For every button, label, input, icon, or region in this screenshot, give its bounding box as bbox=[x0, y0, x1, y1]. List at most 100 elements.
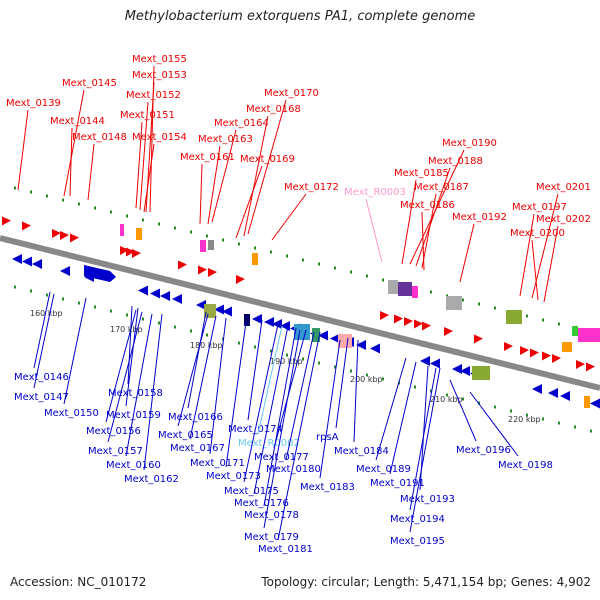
upper-leader-line bbox=[401, 179, 417, 265]
forward-gene-arrow bbox=[52, 229, 61, 238]
lower-leader-line bbox=[409, 367, 437, 511]
misc-feature-box bbox=[398, 282, 412, 296]
upper-leader-line bbox=[135, 121, 143, 209]
forward-gene-arrow bbox=[520, 346, 529, 355]
forward-gene-arrow bbox=[576, 360, 585, 369]
scale-dot-lower bbox=[174, 325, 176, 329]
scale-dot-lower bbox=[542, 417, 544, 421]
misc-feature-box bbox=[562, 342, 572, 352]
scale-dot-lower bbox=[110, 309, 112, 313]
upper-leader-line bbox=[243, 115, 269, 237]
upper-leader-line bbox=[235, 165, 263, 239]
lower-gene-label: Mext_0167 bbox=[170, 443, 225, 454]
kbp-tick-label: 190 kbp bbox=[270, 357, 303, 366]
reverse-gene-arrow bbox=[356, 340, 366, 350]
reverse-gene-arrow bbox=[150, 288, 160, 299]
lower-leader-line bbox=[33, 293, 55, 389]
upper-gene-label: Mext_0151 bbox=[120, 110, 175, 121]
scale-dot-upper bbox=[30, 190, 32, 194]
lower-gene-label: Mext_0158 bbox=[108, 388, 163, 399]
scale-dot-upper bbox=[318, 262, 320, 266]
genome-backbone bbox=[0, 235, 600, 391]
kbp-tick-label: 180 kbp bbox=[190, 341, 223, 350]
scale-dot-upper bbox=[462, 298, 464, 302]
scale-dot-upper bbox=[270, 250, 272, 254]
upper-leader-line bbox=[519, 213, 535, 297]
scale-dot-lower bbox=[462, 397, 464, 401]
forward-gene-arrow bbox=[120, 246, 129, 255]
forward-gene-arrow bbox=[530, 348, 539, 358]
reverse-gene-arrow bbox=[370, 343, 380, 354]
misc-feature-box bbox=[578, 328, 600, 342]
topology-label: Topology: circular; Length: 5,471,154 bp… bbox=[261, 575, 591, 589]
reverse-gene-arrow bbox=[22, 256, 32, 267]
forward-gene-arrow bbox=[586, 362, 595, 372]
misc-feature-box bbox=[252, 253, 258, 265]
scale-dot-lower bbox=[254, 345, 256, 349]
lower-leader-line bbox=[375, 357, 407, 461]
upper-gene-label: Mext_0144 bbox=[50, 116, 105, 127]
lower-leader-line bbox=[225, 321, 247, 468]
reverse-gene-arrow bbox=[548, 388, 558, 398]
reverse-gene-arrow bbox=[420, 356, 430, 366]
upper-leader-line bbox=[365, 198, 383, 263]
upper-leader-line bbox=[17, 109, 29, 191]
lower-leader-line bbox=[127, 305, 133, 385]
lower-gene-label: Mext_0194 bbox=[390, 514, 445, 525]
upper-leader-line bbox=[531, 239, 539, 301]
misc-feature-box bbox=[136, 228, 142, 240]
scale-dot-upper bbox=[478, 302, 480, 306]
reverse-gene-arrow bbox=[172, 294, 182, 304]
reverse-gene-arrow bbox=[560, 391, 570, 401]
lower-gene-label: Mext_0166 bbox=[168, 412, 223, 423]
forward-gene-arrow bbox=[404, 317, 413, 326]
scale-dot-lower bbox=[142, 317, 144, 321]
scale-dot-lower bbox=[574, 425, 576, 429]
reverse-gene-arrow bbox=[32, 259, 42, 269]
lower-leader-line bbox=[143, 313, 163, 471]
lower-gene-label: Mext_0147 bbox=[14, 392, 69, 403]
misc-feature-box bbox=[388, 280, 398, 294]
upper-gene-label: Mext_0154 bbox=[132, 132, 187, 143]
reverse-gene-arrow bbox=[60, 266, 70, 276]
scale-dot-lower bbox=[366, 373, 368, 377]
scale-dot-lower bbox=[62, 297, 64, 301]
upper-gene-label: Mext_0153 bbox=[132, 70, 187, 81]
scale-dot-upper bbox=[110, 210, 112, 214]
forward-gene-arrow bbox=[60, 231, 69, 240]
upper-leader-line bbox=[421, 211, 425, 271]
lower-gene-label: Mext_0180 bbox=[266, 464, 321, 475]
scale-dot-upper bbox=[334, 266, 336, 270]
upper-leader-line bbox=[543, 225, 559, 303]
upper-gene-label: Mext_0202 bbox=[536, 214, 591, 225]
lower-gene-label: Mext_0184 bbox=[334, 446, 389, 457]
upper-gene-label: Mext_0172 bbox=[284, 182, 339, 193]
scale-dot-upper bbox=[206, 234, 208, 238]
lower-gene-label: Mext_0165 bbox=[158, 430, 213, 441]
lower-leader-line bbox=[177, 313, 209, 427]
scale-dot-lower bbox=[558, 421, 560, 425]
lower-leader-line bbox=[247, 319, 263, 421]
lower-leader-line bbox=[449, 379, 477, 442]
lower-gene-label: Mext_0156 bbox=[86, 426, 141, 437]
reverse-gene-arrow bbox=[214, 304, 224, 315]
upper-leader-line bbox=[207, 145, 221, 225]
lower-gene-label: Mext_0150 bbox=[44, 408, 99, 419]
reverse-gene-arrow bbox=[590, 398, 600, 409]
genome-title: Methylobacterium extorquens PA1, complet… bbox=[124, 9, 476, 24]
scale-dot-upper bbox=[350, 270, 352, 274]
upper-gene-label: Mext_0169 bbox=[240, 154, 295, 165]
misc-feature-box bbox=[472, 366, 490, 380]
reverse-gene-arrow bbox=[330, 333, 340, 344]
upper-gene-label: Mext_0188 bbox=[428, 156, 483, 167]
upper-leader-line bbox=[63, 89, 85, 197]
accession-label: Accession: NC_010172 bbox=[10, 575, 147, 589]
scale-dot-lower bbox=[158, 321, 160, 325]
lower-gene-label: Mext_0157 bbox=[88, 446, 143, 457]
upper-gene-label: Mext_0155 bbox=[132, 54, 187, 65]
lower-gene-label: Mext_0179 bbox=[244, 532, 299, 543]
upper-gene-label: Mext_0190 bbox=[442, 138, 497, 149]
scale-dot-lower bbox=[510, 409, 512, 413]
upper-gene-label: Mext_0161 bbox=[180, 152, 235, 163]
